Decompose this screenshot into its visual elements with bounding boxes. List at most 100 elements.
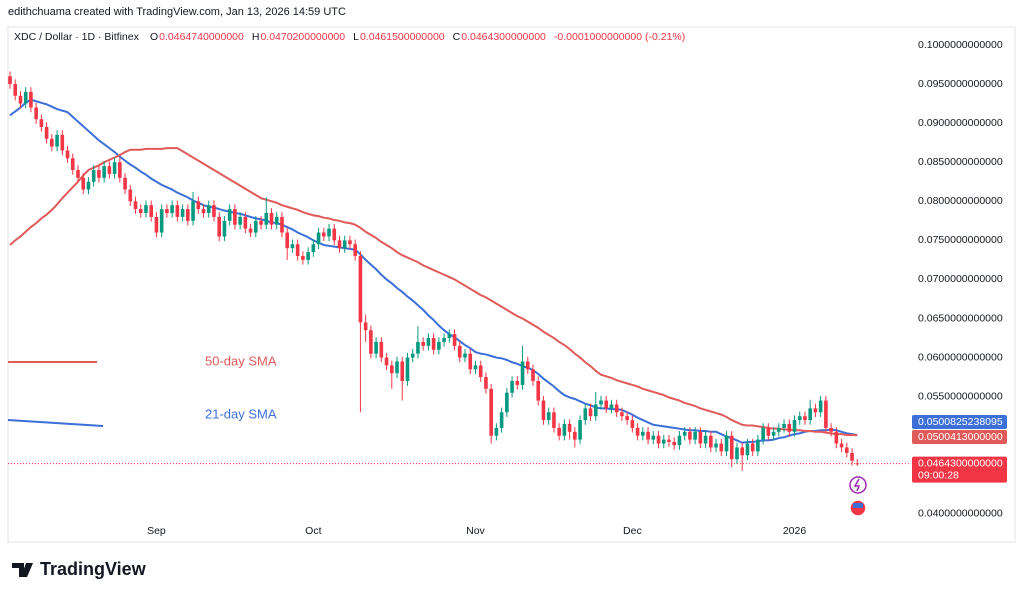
candle-body [541,400,546,421]
candle-body [431,338,436,350]
price-tag-text: 0.0464300000000 [918,457,1003,469]
legend-key: C [453,31,461,43]
candle-body [369,330,373,354]
y-tick-label: 0.0950000000000 [918,78,1003,90]
candle-body [761,427,765,440]
candle-body [552,412,556,428]
candle-body [719,443,724,452]
candle-body [285,232,289,249]
candle-body [593,404,598,417]
chart-frame [7,26,1016,543]
candle-body [573,431,577,440]
candle-body [703,435,708,444]
annotation: 21-day SMA [205,406,277,421]
candle-body [248,228,253,233]
candle-body [709,435,713,448]
logo-text: TradingView [40,559,147,579]
candle-body [750,443,755,452]
legend-value: 0.0464740000000 [159,31,244,43]
candle-body [55,134,59,147]
candle-body [97,170,101,178]
candle-body [557,427,561,436]
candle-body [389,365,394,374]
candle-body [567,423,572,432]
annotation-line [7,419,104,427]
candle-body [269,212,274,225]
candle-body [379,341,384,358]
candle-body [191,201,195,221]
candle-body [316,232,321,245]
y-tick-label: 0.1000000000000 [918,39,1003,51]
candle-body [818,400,823,413]
candle-body [735,447,739,460]
candle-body [254,220,258,233]
sma50-tag-text: 0.0500413000000 [918,431,1003,443]
candle-body [693,431,697,440]
sma21-tag [912,415,1007,429]
candle-body [186,209,190,221]
candle-body [620,412,624,417]
candle-body [845,447,849,453]
x-tick-label: Nov [466,525,485,537]
candle-body [206,205,211,213]
candle-body [426,338,431,346]
candle-body [578,420,582,440]
candle-body [301,255,305,260]
x-tick-label: 2026 [783,525,807,537]
candle-body [70,158,75,171]
candle-body [813,408,818,413]
candle-body [238,216,242,225]
candle-body [91,170,96,182]
candle-body [50,138,54,147]
candle-body [384,357,389,366]
y-tick-label: 0.0800000000000 [918,195,1003,207]
candle-body [484,377,488,389]
candle-body [34,107,38,120]
candle-body [614,404,619,413]
candle-body [447,334,452,339]
candle-body [468,353,473,370]
symbol-legend: XDC / Dollar · 1D · Bitfinex O 0.04647400… [14,31,685,43]
candle-body [306,252,310,260]
candle-body [609,404,614,409]
candle-body [505,392,509,413]
candle-body [65,150,70,159]
y-tick-label: 0.0700000000000 [918,273,1003,285]
legend-key: H [252,31,260,43]
legend-key: L [353,31,359,43]
x-tick-label: Dec [623,525,642,537]
candle-body [165,209,169,213]
candle-body [777,427,781,432]
candle-body [745,443,750,456]
candle-body [18,95,23,104]
x-tick-label: Sep [147,525,166,537]
candle-body [322,232,326,237]
y-tick-label: 0.0850000000000 [918,156,1003,168]
sma-line [9,147,858,437]
candle-body [452,334,457,346]
candle-body [405,357,410,382]
y-tick-label: 0.0600000000000 [918,351,1003,363]
x-tick-label: Oct [305,525,321,537]
candle-body [138,209,143,213]
candle-body [421,341,425,346]
candle-body [531,369,535,382]
candle-body [442,338,446,342]
candle-body [787,423,792,432]
candle-body [86,181,91,190]
candle-body [782,423,786,428]
candle-body [374,341,378,354]
candle-body [546,412,551,421]
logo: TradingView [12,559,147,579]
candle-body [76,170,80,178]
candle-body [149,205,154,217]
candle-body [437,341,441,350]
y-tick-label: 0.0900000000000 [918,117,1003,129]
candle-body [180,209,185,217]
candle-body [646,431,650,440]
candle-body [682,431,687,436]
candle-body [525,361,530,370]
sma21-tag-text: 0.0500825238095 [918,416,1003,428]
